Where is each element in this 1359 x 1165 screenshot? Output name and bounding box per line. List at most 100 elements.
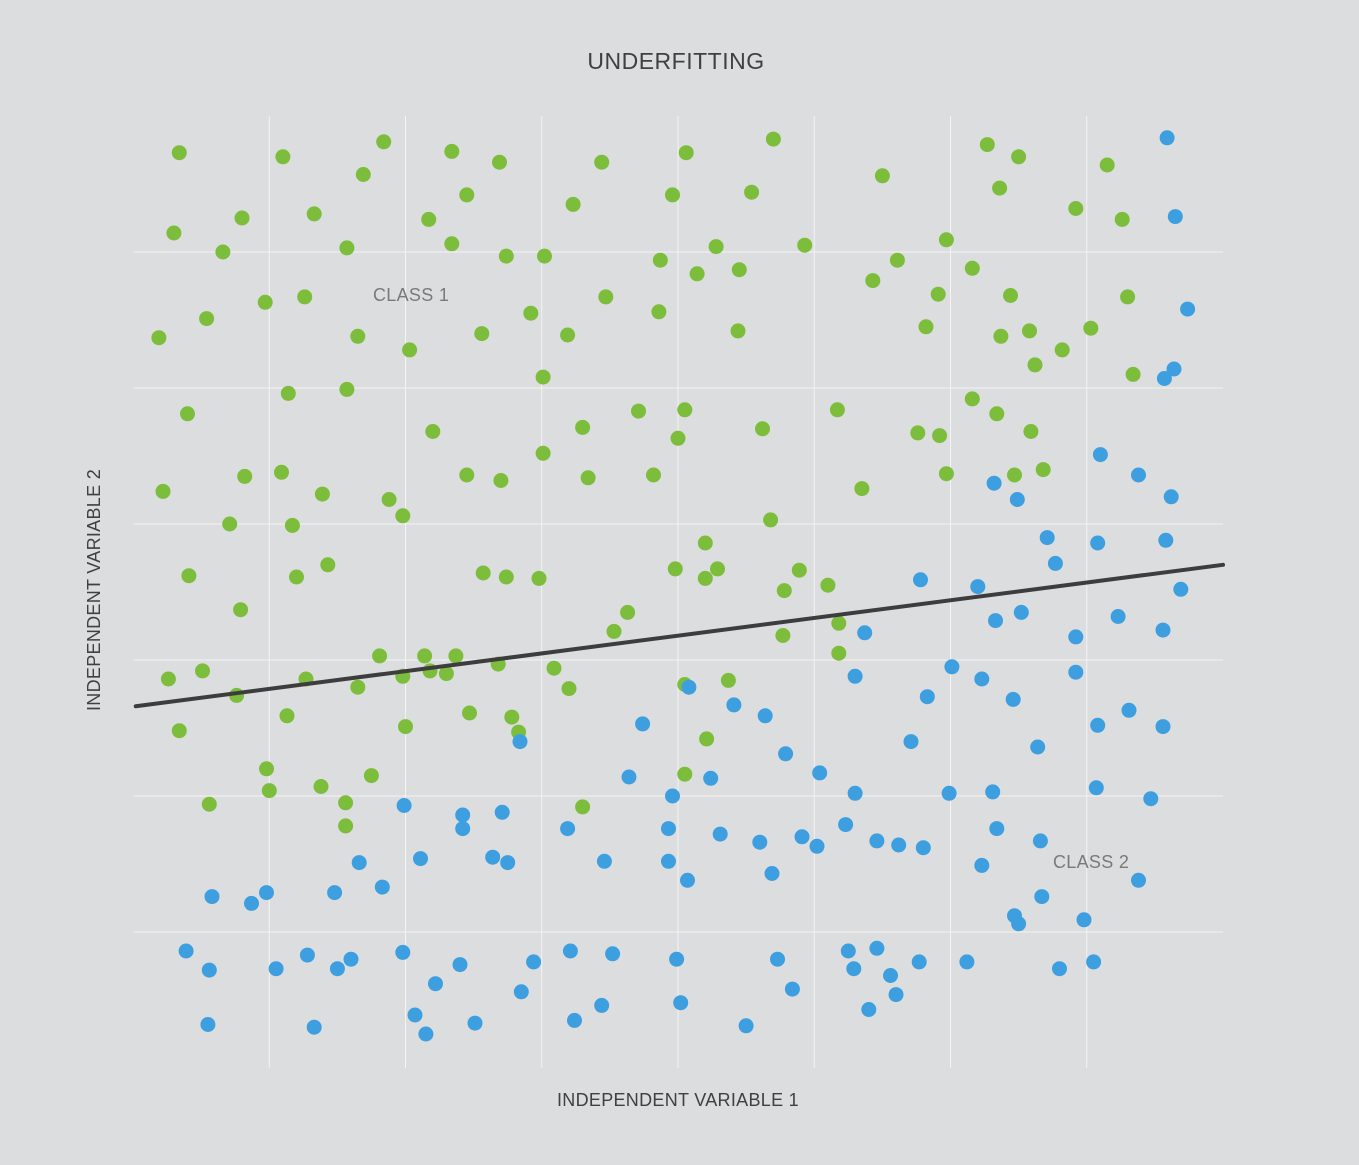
- class2-point: [200, 1017, 216, 1032]
- class2-point: [1155, 622, 1171, 638]
- class1-point: [620, 604, 636, 620]
- class2-point: [915, 840, 931, 856]
- class1-point: [338, 818, 354, 834]
- class1-point: [797, 237, 813, 253]
- class1-point: [215, 244, 231, 260]
- class2-point: [989, 821, 1005, 837]
- class2-point: [1180, 301, 1196, 317]
- class1-point: [1022, 323, 1037, 339]
- class1-point: [910, 425, 926, 441]
- class1-point: [1083, 320, 1099, 336]
- class1-point: [474, 326, 490, 342]
- class2-point: [986, 475, 1002, 491]
- class2-point: [455, 821, 471, 837]
- class1-point: [720, 672, 736, 688]
- class1-point: [257, 294, 273, 310]
- class2-point: [665, 788, 680, 804]
- class2-point: [1076, 912, 1092, 928]
- class2-point: [605, 946, 621, 962]
- class2-point: [494, 804, 510, 820]
- class1-point: [233, 602, 249, 618]
- class1-point: [1125, 366, 1141, 382]
- class1-point: [355, 167, 371, 182]
- class2-point: [1173, 581, 1189, 597]
- class1-point: [775, 628, 791, 643]
- class2-point: [1011, 916, 1027, 932]
- class1-point: [730, 323, 746, 339]
- class1-point: [546, 660, 562, 676]
- class1-point: [561, 681, 577, 697]
- class1-point: [160, 671, 176, 687]
- class1-point: [444, 143, 460, 159]
- class1-point: [376, 134, 392, 150]
- class1-point: [504, 709, 520, 725]
- class2-point: [1167, 209, 1183, 225]
- class1-point: [938, 232, 954, 248]
- class1-point: [1011, 149, 1027, 165]
- class1-point: [531, 570, 547, 586]
- class2-point: [467, 1015, 483, 1031]
- class1-point: [306, 206, 322, 222]
- class1-point: [731, 262, 747, 278]
- class1-point: [537, 248, 552, 264]
- class2-point: [485, 849, 501, 865]
- class2-point: [635, 716, 651, 732]
- class2-point: [418, 1026, 434, 1042]
- class1-point: [598, 289, 614, 305]
- grid: [133, 116, 1223, 1068]
- class1-point: [151, 330, 167, 346]
- class1-point: [350, 328, 366, 344]
- class1-point: [854, 481, 870, 497]
- class1-point: [313, 779, 329, 794]
- class1-point: [964, 260, 980, 276]
- class1-point: [395, 508, 411, 524]
- class2-point: [562, 943, 578, 959]
- class2-point: [959, 954, 975, 970]
- class2-point: [1159, 130, 1175, 146]
- class1-point: [462, 705, 477, 721]
- class1-point: [765, 131, 781, 147]
- class1-annotation: CLASS 1: [373, 285, 449, 305]
- class1-point: [398, 719, 413, 735]
- class1-point: [964, 391, 980, 407]
- class2-point: [1013, 604, 1029, 620]
- class2-point: [395, 944, 411, 960]
- class2-point: [1143, 791, 1159, 807]
- class1-point: [237, 468, 253, 484]
- class2-point: [970, 579, 986, 595]
- class1-point: [338, 795, 354, 811]
- class1-point: [1003, 288, 1018, 303]
- class2-point: [784, 981, 800, 997]
- class1-point: [820, 577, 836, 593]
- class2-point: [757, 708, 773, 724]
- class1-point: [744, 184, 760, 200]
- class1-point: [180, 406, 195, 422]
- class1-point: [831, 645, 847, 661]
- class1-point: [831, 615, 847, 631]
- class2-point: [1068, 664, 1084, 680]
- class2-point: [738, 1018, 754, 1034]
- class1-point: [284, 517, 300, 533]
- class1-point: [1023, 424, 1039, 439]
- chart-title: UNDERFITTING: [587, 48, 764, 74]
- class2-point: [809, 838, 825, 854]
- class2-point: [1047, 555, 1063, 571]
- class2-point: [1052, 961, 1067, 977]
- class1-point: [580, 470, 596, 486]
- class1-point: [320, 557, 336, 573]
- class1-point: [339, 240, 355, 256]
- class1-point: [199, 311, 215, 327]
- class1-point: [448, 648, 464, 664]
- class2-point: [752, 834, 768, 850]
- class2-point: [1090, 717, 1106, 733]
- class2-point: [455, 807, 471, 823]
- class1-point: [314, 486, 330, 502]
- class1-point: [992, 180, 1008, 196]
- class1-point: [993, 328, 1009, 344]
- class2-point: [861, 1002, 877, 1017]
- class1-point: [565, 196, 581, 212]
- class1-point: [874, 168, 890, 184]
- class2-point: [1039, 530, 1055, 546]
- class1-point: [279, 708, 295, 724]
